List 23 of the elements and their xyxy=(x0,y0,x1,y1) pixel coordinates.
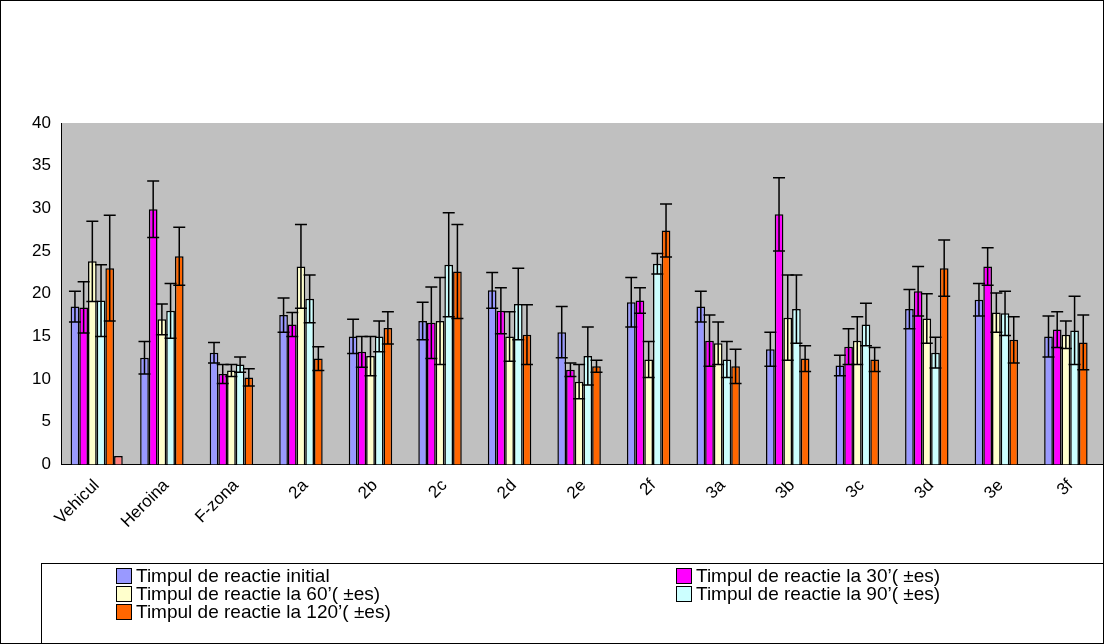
x-tick-label: 2b xyxy=(354,475,381,503)
x-tick-label: 3b xyxy=(771,475,799,503)
x-tick-label: 3a xyxy=(701,475,730,503)
y-tick-label: 35 xyxy=(31,155,51,175)
y-tick-label: 20 xyxy=(31,283,51,303)
x-tick-label: 2f xyxy=(635,475,660,499)
legend-label: Timpul de reactie la 30’( ±es) xyxy=(696,565,941,586)
legend-label: Timpul de reactie initial xyxy=(136,565,330,586)
x-tick-label: 2d xyxy=(493,475,521,503)
x-tick-label: 3d xyxy=(910,475,938,503)
x-tick-label: 3f xyxy=(1052,475,1077,499)
x-tick-label: 2a xyxy=(284,475,312,503)
y-tick-label: 10 xyxy=(31,368,51,388)
y-tick-label: 30 xyxy=(31,198,51,218)
y-tick-label: 40 xyxy=(31,112,51,132)
x-tick-label: 3c xyxy=(841,475,869,502)
y-tick-label: 0 xyxy=(41,454,51,474)
x-tick-label: 3e xyxy=(980,475,1007,503)
x-tick-label: 2c xyxy=(424,475,451,502)
y-tick-label: 25 xyxy=(31,240,51,260)
y-tick-label: 15 xyxy=(31,326,51,346)
x-tick-label: 2e xyxy=(562,475,590,503)
y-tick-label: 5 xyxy=(41,411,51,431)
